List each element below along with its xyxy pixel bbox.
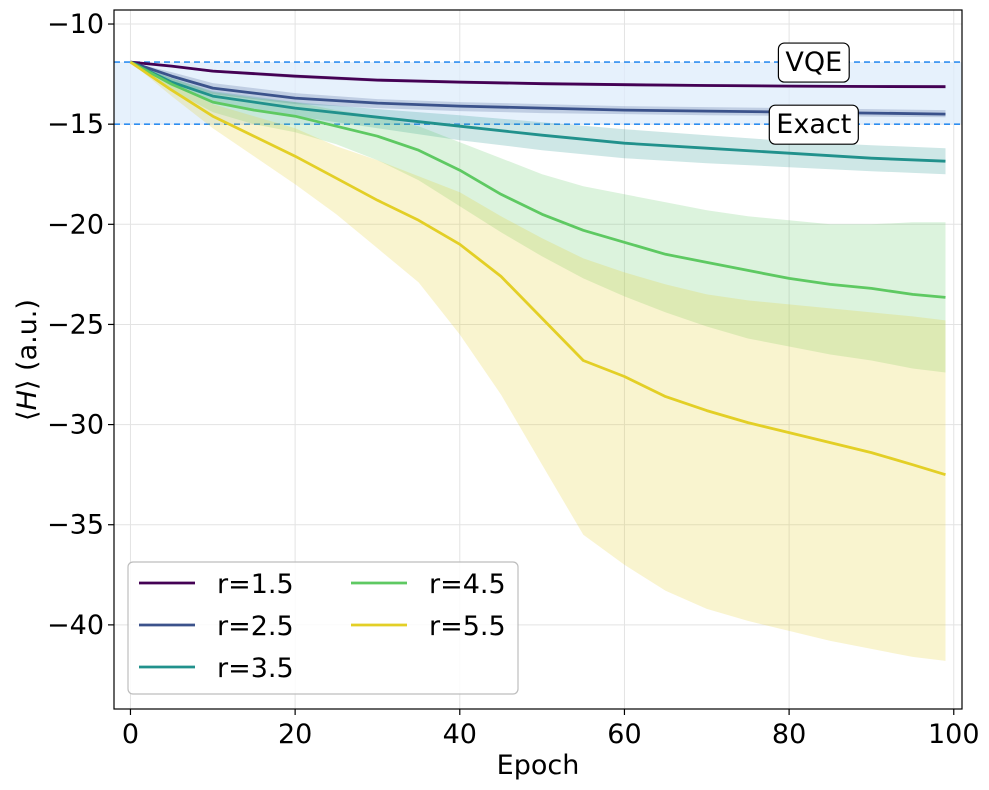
x-tick-label: 60 [607, 719, 641, 750]
y-tick-label: −10 [47, 9, 104, 40]
plot-frame [113, 9, 963, 710]
exact-label: Exact [768, 104, 859, 145]
series-line [129, 60, 946, 477]
y-tick-label: −40 [47, 610, 104, 641]
legend-box [127, 561, 519, 695]
legend-label: r=5.5 [429, 611, 506, 642]
series-line [129, 60, 946, 163]
legend-label: r=4.5 [429, 569, 506, 600]
y-tick-label: −15 [47, 109, 104, 140]
y-axis-ticks: −10 −15 −20 −25 −30 −35 −40 [47, 9, 114, 641]
x-tick-label: 20 [278, 719, 312, 750]
vqe-label-text: VQE [785, 47, 842, 78]
x-tick-label: 80 [772, 719, 806, 750]
x-axis-label: Epoch [497, 750, 580, 781]
y-tick-label: −35 [47, 510, 104, 541]
legend-label: r=1.5 [217, 569, 294, 600]
vqe-label: VQE [777, 42, 850, 83]
y-axis-label: ⟨H⟩ (a.u.) [12, 299, 43, 421]
x-tick-label: 100 [928, 719, 980, 750]
x-tick-label: 0 [122, 719, 139, 750]
series-band [130, 62, 946, 661]
series-line [130, 60, 946, 89]
series-band [130, 62, 946, 175]
y-tick-label: −20 [47, 209, 104, 240]
legend-label: r=2.5 [217, 611, 294, 642]
exact-label-box [768, 104, 859, 145]
legend-label: r=3.5 [217, 653, 294, 684]
series-band [130, 62, 946, 373]
vqe-label-box [777, 42, 850, 83]
y-tick-label: −30 [47, 410, 104, 441]
series-line [129, 60, 946, 299]
x-axis-ticks: 0 20 40 60 80 100 [122, 709, 980, 750]
exact-label-text: Exact [776, 109, 851, 140]
y-tick-label: −25 [47, 309, 104, 340]
legend: r=1.5 r=2.5 r=3.5 r=4.5 r=5.5 [127, 561, 519, 695]
reference-labels: VQE Exact [768, 42, 859, 145]
x-tick-label: 40 [443, 719, 477, 750]
series-band [130, 62, 946, 118]
